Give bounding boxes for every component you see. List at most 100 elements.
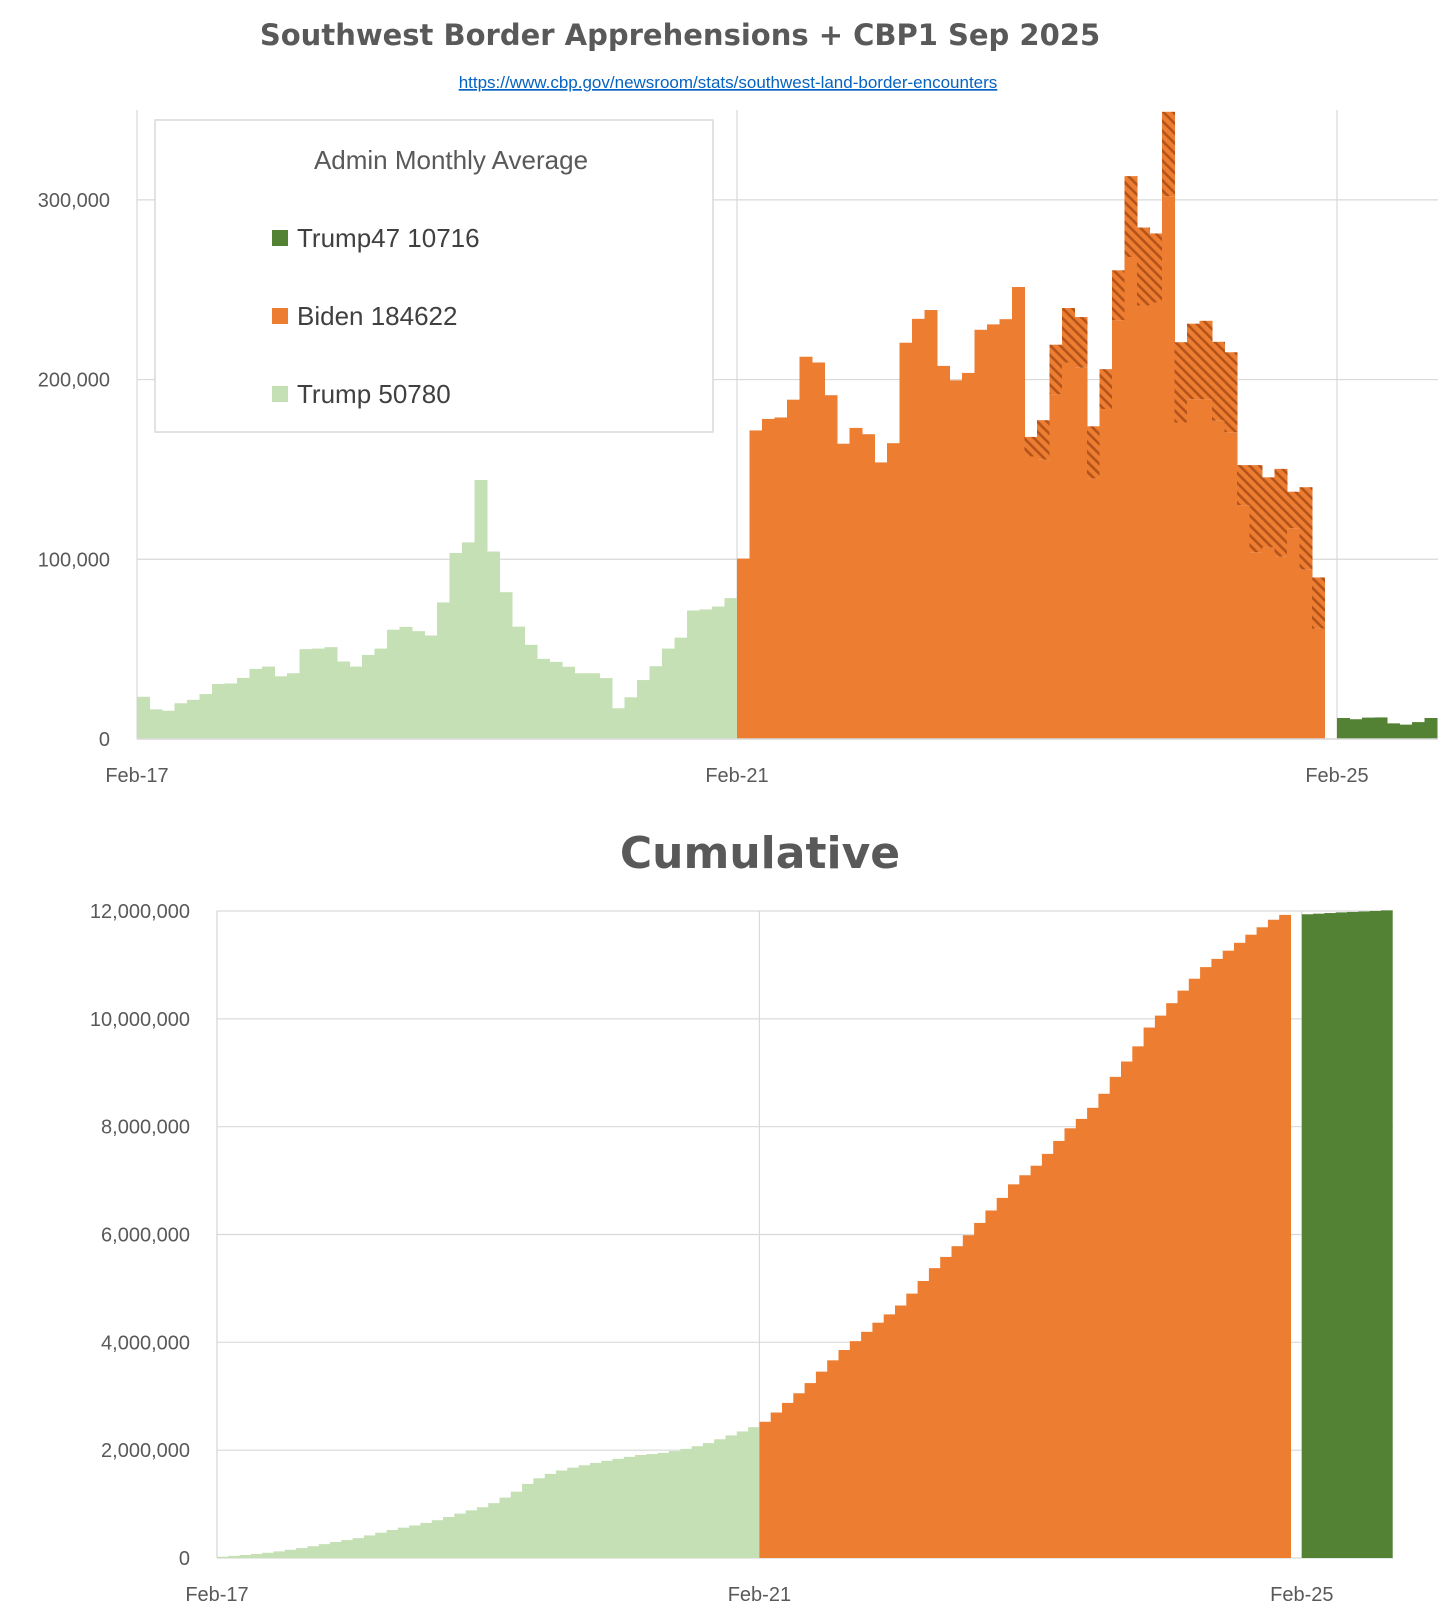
- bar-trump: [624, 697, 638, 739]
- cumulative-bar-trump: [217, 1556, 229, 1558]
- legend-box: [154, 119, 714, 433]
- cumulative-bar-biden: [906, 1293, 919, 1558]
- chart2-xtick-label: Feb-21: [728, 1584, 791, 1606]
- cumulative-bar-trump: [296, 1548, 308, 1558]
- cumulative-bar-trump: [533, 1478, 546, 1558]
- cumulative-bar-biden: [928, 1268, 941, 1558]
- bar-trump: [612, 708, 625, 739]
- cumulative-bar-trump47: [1347, 911, 1359, 1558]
- bar-biden: [1224, 432, 1238, 739]
- bar-trump: [524, 644, 538, 739]
- bar-biden: [912, 318, 925, 739]
- bar-biden-hatched: [1299, 487, 1313, 570]
- cumulative-bar-biden: [1053, 1140, 1065, 1558]
- cumulative-bar-biden: [1109, 1076, 1122, 1558]
- chart2-xtick-label: Feb-17: [185, 1584, 248, 1606]
- bar-trump: [474, 480, 488, 739]
- cumulative-bar-biden: [827, 1360, 839, 1558]
- cumulative-bar-biden: [940, 1256, 952, 1558]
- cumulative-bar-trump47: [1301, 914, 1314, 1558]
- cumulative-bar-trump: [228, 1555, 241, 1558]
- bar-biden-hatched: [1062, 308, 1075, 363]
- cumulative-bar-trump: [386, 1529, 399, 1558]
- bar-trump: [137, 696, 150, 739]
- legend-swatch-biden: [272, 308, 288, 324]
- bar-biden-hatched: [1237, 465, 1250, 506]
- bar-biden-hatched: [1162, 111, 1175, 197]
- cumulative-bar-trump: [409, 1525, 421, 1558]
- source-link[interactable]: https://www.cbp.gov/newsroom/stats/south…: [459, 73, 998, 92]
- cumulative-bar-trump: [431, 1520, 444, 1558]
- cumulative-bar-biden: [1019, 1175, 1032, 1558]
- cumulative-bar-biden: [917, 1281, 930, 1558]
- bar-biden: [799, 356, 813, 739]
- chart2-ytick-label: 12,000,000: [90, 901, 190, 923]
- cumulative-bar-biden: [1166, 1003, 1178, 1558]
- bar-trump: [374, 648, 388, 739]
- cumulative-bar-trump: [318, 1544, 331, 1558]
- cumulative-bar-biden: [872, 1322, 885, 1558]
- bar-biden: [774, 417, 788, 739]
- chart2-ytick-label: 4,000,000: [101, 1332, 190, 1354]
- bar-biden: [1149, 302, 1163, 739]
- bar-biden: [962, 372, 975, 739]
- cumulative-bar-biden: [815, 1371, 828, 1558]
- cumulative-bar-biden: [1234, 942, 1246, 1558]
- cumulative-bar-biden: [804, 1383, 817, 1558]
- bar-biden: [1262, 547, 1275, 739]
- chart2-ytick-label: 2,000,000: [101, 1440, 190, 1462]
- bar-trump: [224, 683, 238, 739]
- cumulative-bar-biden: [1075, 1118, 1088, 1558]
- cumulative-bar-trump: [544, 1473, 557, 1558]
- bar-trump: [424, 635, 438, 739]
- cumulative-bar-trump: [488, 1503, 500, 1558]
- legend-swatch-trump47: [272, 230, 288, 246]
- cumulative-bar-trump: [702, 1443, 715, 1558]
- cumulative-bar-biden: [1222, 950, 1235, 1558]
- bar-biden: [899, 342, 913, 739]
- bar-biden: [937, 365, 950, 739]
- bar-biden: [762, 418, 775, 739]
- chart2-ytick-label: 10,000,000: [90, 1009, 190, 1031]
- cumulative-bar-trump: [612, 1458, 625, 1558]
- bar-trump: [324, 647, 338, 739]
- bar-trump: [312, 648, 325, 739]
- bar-biden-hatched: [1212, 341, 1225, 421]
- bar-trump47: [1387, 723, 1400, 739]
- bar-biden: [874, 462, 888, 739]
- cumulative-bar-trump: [250, 1553, 263, 1558]
- bar-biden-hatched: [1112, 270, 1125, 321]
- chart1-ytick-label: 200,000: [38, 370, 110, 392]
- legend: Admin Monthly Average Trump47 10716 Bide…: [154, 119, 714, 433]
- cumulative-bar-biden: [951, 1246, 964, 1558]
- cumulative-bar-trump: [567, 1467, 580, 1558]
- bar-trump: [149, 709, 163, 739]
- bar-biden: [849, 427, 863, 739]
- cumulative-bar-trump: [669, 1451, 681, 1558]
- cumulative-bar-trump: [330, 1541, 342, 1558]
- cumulative-bar-trump47: [1380, 910, 1393, 1558]
- cumulative-bar-biden: [1030, 1165, 1043, 1558]
- chart1-title: Southwest Border Apprehensions + CBP1 Se…: [260, 18, 1100, 52]
- bar-biden-hatched: [1087, 426, 1100, 479]
- cumulative-bar-biden: [849, 1341, 862, 1558]
- chart1-xtick-label: Feb-21: [705, 765, 768, 787]
- bar-trump: [212, 684, 225, 739]
- bar-trump: [674, 637, 688, 739]
- cumulative-bar-biden: [1200, 967, 1212, 1558]
- cumulative-bar-trump: [736, 1431, 749, 1558]
- cumulative-bar-trump47: [1324, 913, 1337, 1558]
- chart2-title: Cumulative: [620, 828, 900, 879]
- cumulative-bar-biden: [1064, 1128, 1077, 1558]
- chart2-xtick-label: Feb-25: [1270, 1584, 1333, 1606]
- chart1-xtick-label: Feb-25: [1305, 765, 1368, 787]
- cumulative-bar-trump: [601, 1460, 613, 1558]
- bar-trump: [387, 629, 400, 739]
- cumulative-bar-biden: [838, 1350, 851, 1558]
- bar-biden-hatched: [1262, 477, 1275, 548]
- bar-trump: [637, 680, 650, 739]
- bar-biden: [1162, 196, 1175, 739]
- bar-biden: [924, 310, 938, 739]
- cumulative-bar-biden: [861, 1331, 873, 1558]
- cumulative-bar-trump: [363, 1535, 376, 1558]
